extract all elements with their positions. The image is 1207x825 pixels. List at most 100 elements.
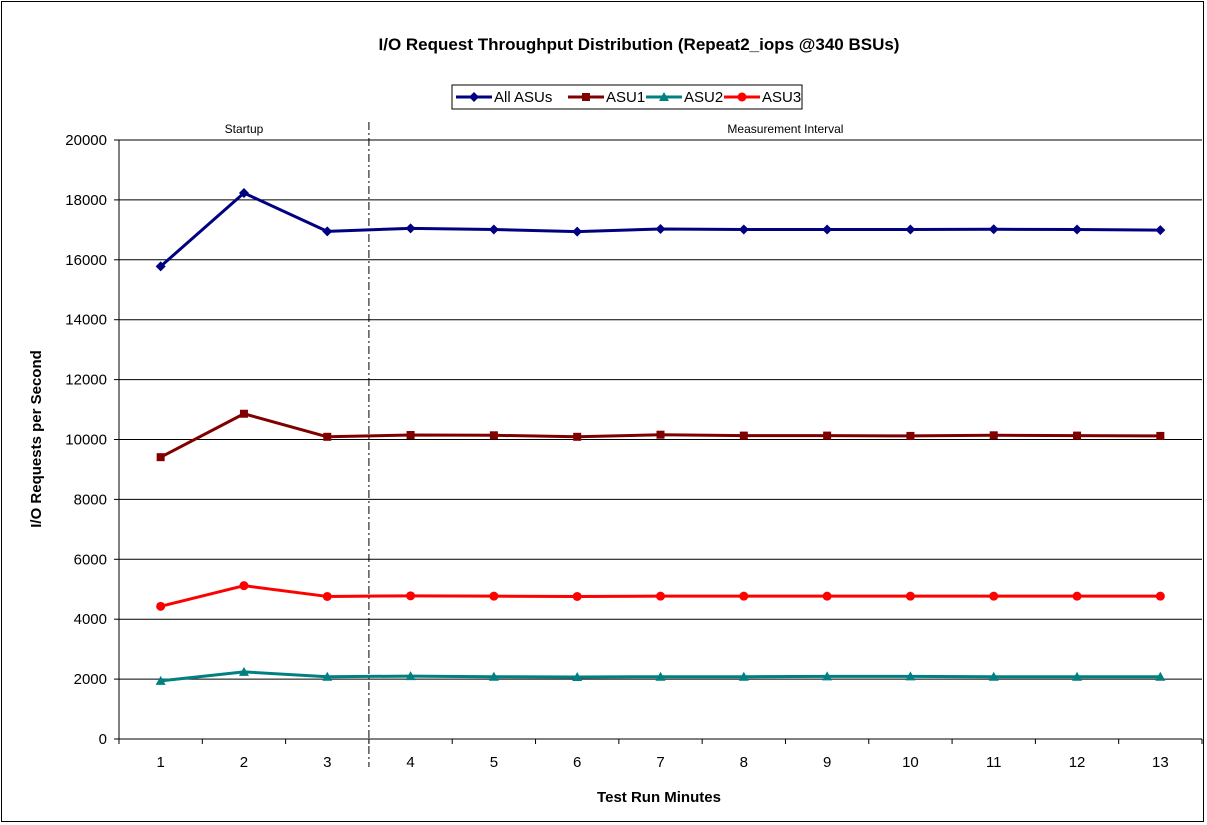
diamond-marker [905, 224, 916, 235]
triangle-marker [238, 666, 249, 676]
y-tick-label: 2000 [74, 671, 107, 688]
triangle-marker [488, 671, 499, 681]
triangle-marker [322, 671, 333, 681]
circle-marker [1072, 591, 1082, 601]
triangle-marker [988, 671, 999, 681]
diamond-marker [469, 92, 479, 102]
diamond-marker [155, 261, 166, 272]
diamond-marker [238, 188, 249, 199]
series-all-asus [155, 188, 1166, 272]
x-tick-label: 10 [902, 754, 919, 771]
series-group [155, 188, 1166, 685]
square-marker [239, 409, 248, 418]
triangle-marker [738, 671, 749, 681]
x-tick-label: 6 [573, 754, 581, 771]
x-tick-label: 5 [490, 754, 498, 771]
circle-marker [406, 591, 416, 601]
y-tick-label: 0 [99, 731, 107, 748]
triangle-marker [405, 671, 416, 681]
square-marker [406, 431, 415, 440]
triangle-marker [822, 671, 833, 681]
square-marker [489, 431, 498, 440]
triangle-marker [905, 671, 916, 681]
y-tick-label: 18000 [65, 192, 107, 209]
diamond-marker [322, 226, 333, 237]
gridlines [119, 139, 1202, 680]
axes [114, 139, 1203, 744]
diamond-marker [405, 223, 416, 234]
x-axis-label: Test Run Minutes [597, 789, 721, 806]
triangle-marker [655, 671, 666, 681]
legend-label-asu3: ASU3 [762, 89, 801, 106]
series-asu3 [156, 581, 1165, 611]
triangle-marker [1072, 671, 1083, 681]
y-tick-label: 6000 [74, 551, 107, 568]
chart-title: I/O Request Throughput Distribution (Rep… [379, 35, 900, 54]
square-marker [323, 432, 332, 441]
x-tick-label: 7 [656, 754, 664, 771]
square-marker [1073, 431, 1082, 440]
x-tick-label: 8 [740, 754, 748, 771]
y-tick-labels: 0 2000 4000 6000 8000 10000 12000 14000 16000 180… [65, 132, 107, 748]
circle-marker [822, 591, 832, 601]
x-tick-label: 2 [240, 754, 248, 771]
circle-marker [489, 591, 499, 601]
legend-label-all-asus: All ASUs [494, 89, 552, 106]
x-tick-label: 3 [323, 754, 331, 771]
circle-marker [322, 591, 332, 601]
diamond-marker [738, 224, 749, 235]
x-tick-label: 4 [406, 754, 414, 771]
diamond-marker [655, 223, 666, 234]
diamond-marker [822, 224, 833, 235]
series-asu1 [156, 409, 1165, 462]
legend-label-asu2: ASU2 [684, 89, 723, 106]
circle-marker [737, 92, 747, 102]
circle-marker [572, 591, 582, 601]
square-marker [573, 432, 582, 441]
triangle-marker [659, 92, 669, 101]
x-tick-label: 1 [156, 754, 164, 771]
x-tick-labels: 1 2 3 4 5 6 7 8 9 10 11 12 13 [156, 754, 1168, 771]
x-tick-label: 11 [986, 754, 1002, 771]
diamond-marker [1072, 224, 1083, 235]
circle-marker [1155, 591, 1165, 601]
square-marker [156, 453, 165, 462]
square-marker [823, 431, 832, 440]
square-marker [1156, 431, 1165, 440]
y-tick-label: 8000 [74, 491, 107, 508]
circle-marker [905, 591, 915, 601]
square-marker [582, 93, 590, 101]
y-tick-label: 10000 [65, 432, 107, 449]
triangle-marker [155, 675, 166, 685]
y-tick-label: 20000 [65, 132, 107, 149]
diamond-marker [1155, 225, 1166, 236]
y-tick-label: 12000 [65, 372, 107, 389]
circle-marker [239, 581, 249, 591]
x-tick-label: 12 [1069, 754, 1086, 771]
square-marker [989, 431, 998, 440]
circle-marker [989, 591, 999, 601]
legend: All ASUs ASU1 ASU2 ASU3 [451, 84, 803, 110]
diamond-marker [988, 224, 999, 235]
y-tick-label: 14000 [65, 312, 107, 329]
circle-marker [156, 601, 166, 611]
square-marker [656, 430, 665, 439]
x-tick-label: 13 [1152, 754, 1169, 771]
x-tick-label: 9 [823, 754, 831, 771]
measurement-interval-label: Measurement Interval [727, 122, 843, 136]
square-marker [906, 431, 915, 440]
diamond-marker [488, 224, 499, 235]
square-marker [739, 431, 748, 440]
series-asu2 [155, 666, 1166, 685]
circle-marker [739, 591, 749, 601]
startup-label: Startup [225, 122, 264, 136]
y-axis-label: I/O Requests per Second [28, 350, 45, 528]
triangle-marker [572, 672, 583, 682]
diamond-marker [572, 226, 583, 237]
triangle-marker [1155, 671, 1166, 681]
circle-marker [656, 591, 665, 601]
y-tick-label: 4000 [74, 611, 107, 628]
y-tick-label: 16000 [65, 252, 107, 269]
legend-label-asu1: ASU1 [606, 89, 645, 106]
